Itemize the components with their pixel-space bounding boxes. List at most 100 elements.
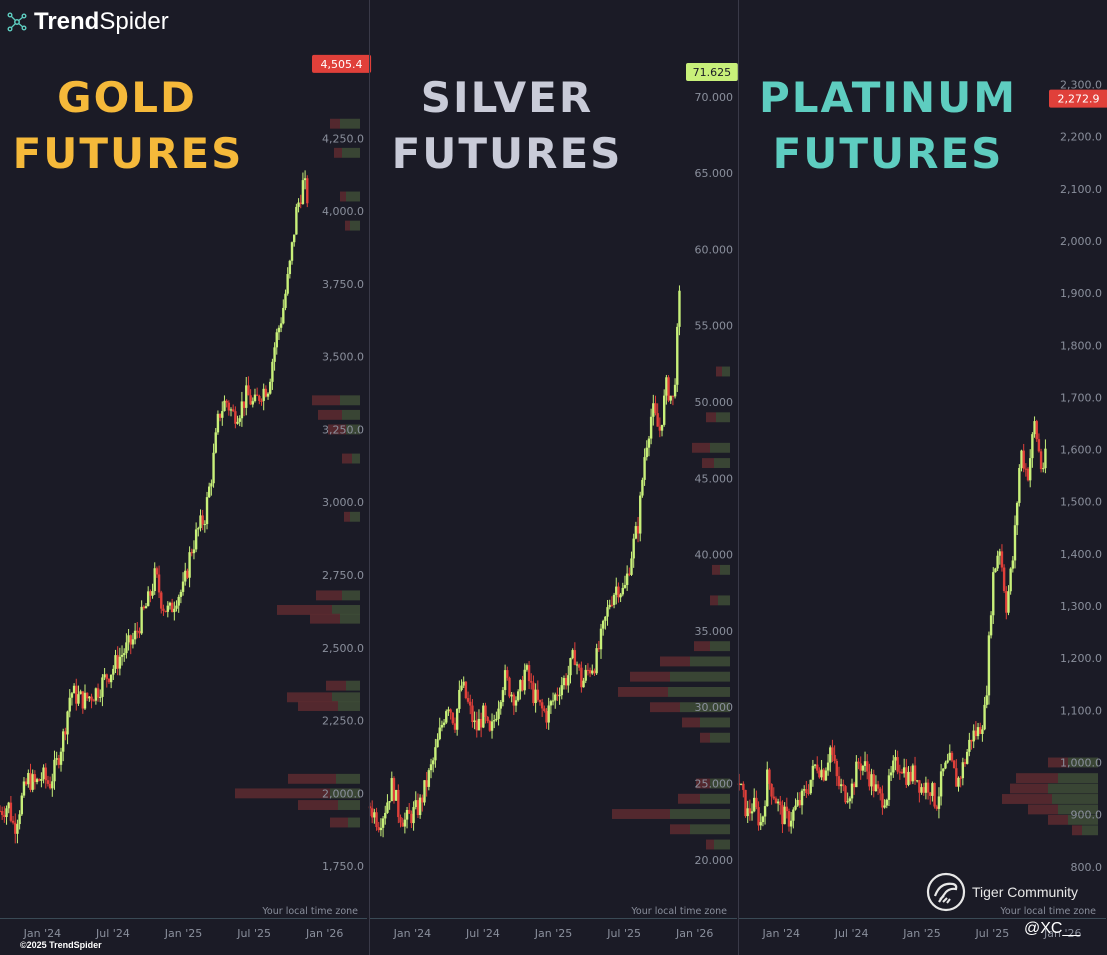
candle-body bbox=[970, 739, 973, 742]
volume-profile-down-bar bbox=[706, 839, 714, 850]
candle-body bbox=[785, 806, 789, 812]
candle-body bbox=[40, 778, 43, 781]
candle-body bbox=[286, 274, 289, 294]
candle-body bbox=[652, 403, 655, 417]
candle-body bbox=[641, 479, 644, 496]
volume-profile-up-bar bbox=[1058, 773, 1098, 784]
candle-body bbox=[753, 797, 756, 812]
candle-body bbox=[229, 409, 233, 411]
candle-body bbox=[835, 760, 838, 777]
y-tick-label: 2,200.0 bbox=[1060, 131, 1102, 144]
candle-body bbox=[573, 650, 577, 665]
x-tick-label: Jan '24 bbox=[761, 927, 799, 940]
candle-body bbox=[678, 290, 681, 327]
candle-body bbox=[905, 767, 908, 785]
x-tick-label: Jul '25 bbox=[236, 927, 271, 940]
candle-body bbox=[597, 648, 601, 650]
candle-body bbox=[872, 774, 875, 792]
chart-title-line: PLATINUM bbox=[759, 73, 1017, 122]
candle-body bbox=[392, 778, 396, 801]
candle-body bbox=[933, 783, 936, 807]
candle-body bbox=[105, 674, 108, 679]
candle-body bbox=[238, 418, 241, 422]
candle-body bbox=[929, 792, 932, 796]
candle-body bbox=[162, 608, 165, 611]
candle-body bbox=[512, 694, 516, 706]
candle-body bbox=[153, 568, 156, 592]
candle-body bbox=[772, 796, 775, 799]
candle-body bbox=[490, 721, 494, 731]
candle-body bbox=[961, 762, 965, 779]
candle-body bbox=[68, 697, 71, 712]
candle-body bbox=[208, 486, 211, 498]
y-tick-label: 4,000.0 bbox=[322, 205, 364, 218]
candle-body bbox=[273, 347, 276, 362]
candle-body bbox=[885, 799, 888, 806]
candle-body bbox=[412, 807, 415, 824]
candle-body bbox=[120, 654, 124, 657]
candle-body bbox=[820, 769, 823, 778]
candle-body bbox=[744, 789, 747, 817]
candle-body bbox=[839, 784, 843, 787]
candle-body bbox=[1015, 502, 1019, 526]
candle-body bbox=[386, 802, 389, 813]
candle-body bbox=[866, 761, 869, 772]
candle-body bbox=[523, 669, 526, 691]
volume-profile-up-bar bbox=[720, 564, 730, 575]
y-tick-label: 60.000 bbox=[695, 243, 734, 256]
candle-body bbox=[466, 698, 470, 702]
candle-body bbox=[125, 642, 128, 654]
candle-body bbox=[157, 574, 161, 593]
volume-profile-up-bar bbox=[668, 686, 730, 697]
candle-body bbox=[214, 432, 217, 453]
candle-body bbox=[279, 323, 283, 328]
y-tick-label: 20.000 bbox=[695, 854, 734, 867]
candle-body bbox=[282, 307, 285, 324]
candle-body bbox=[166, 605, 170, 612]
candle-body bbox=[1011, 560, 1015, 569]
candle-body bbox=[842, 784, 845, 787]
y-tick-label: 2,000.0 bbox=[322, 787, 364, 800]
candle-body bbox=[5, 808, 8, 818]
candle-body bbox=[575, 664, 579, 666]
candle-body bbox=[416, 800, 420, 816]
candle-body bbox=[942, 768, 945, 772]
candle-body bbox=[996, 555, 999, 569]
candle-body bbox=[739, 783, 743, 785]
y-tick-label: 40.000 bbox=[695, 549, 734, 562]
candle-body bbox=[482, 705, 485, 728]
candle-body bbox=[479, 718, 483, 728]
candle-body bbox=[240, 401, 244, 419]
candle-body bbox=[948, 752, 951, 761]
candle-body bbox=[440, 725, 444, 728]
candle-body bbox=[606, 607, 609, 617]
candle-body bbox=[399, 817, 402, 823]
candle-body bbox=[405, 809, 409, 820]
candle-body bbox=[436, 739, 439, 748]
candle-body bbox=[79, 691, 82, 695]
volume-profile-up-bar bbox=[338, 800, 360, 810]
x-tick-label: Jan '26 bbox=[305, 927, 343, 940]
candle-body bbox=[201, 515, 204, 525]
last-price-tag bbox=[686, 63, 738, 82]
candle-body bbox=[1007, 591, 1010, 613]
candle-body bbox=[787, 811, 791, 827]
candle-body bbox=[388, 801, 391, 803]
volume-profile-down-bar bbox=[340, 191, 346, 202]
candle-body bbox=[16, 824, 19, 834]
candle-body bbox=[665, 377, 668, 396]
candle-body bbox=[813, 764, 817, 766]
y-tick-label: 1,000.0 bbox=[1060, 756, 1102, 769]
candle-body bbox=[805, 789, 808, 793]
candle-body bbox=[429, 764, 433, 771]
candle-body bbox=[833, 754, 836, 761]
candle-body bbox=[818, 770, 821, 778]
y-tick-label: 4,250.0 bbox=[322, 132, 364, 145]
volume-profile-down-bar bbox=[612, 809, 670, 819]
y-tick-label: 30.000 bbox=[695, 701, 734, 714]
candle-body bbox=[781, 805, 784, 825]
candle-body bbox=[506, 670, 509, 678]
y-tick-label: 2,300.0 bbox=[1060, 79, 1102, 92]
volume-profile-up-bar bbox=[690, 656, 730, 667]
